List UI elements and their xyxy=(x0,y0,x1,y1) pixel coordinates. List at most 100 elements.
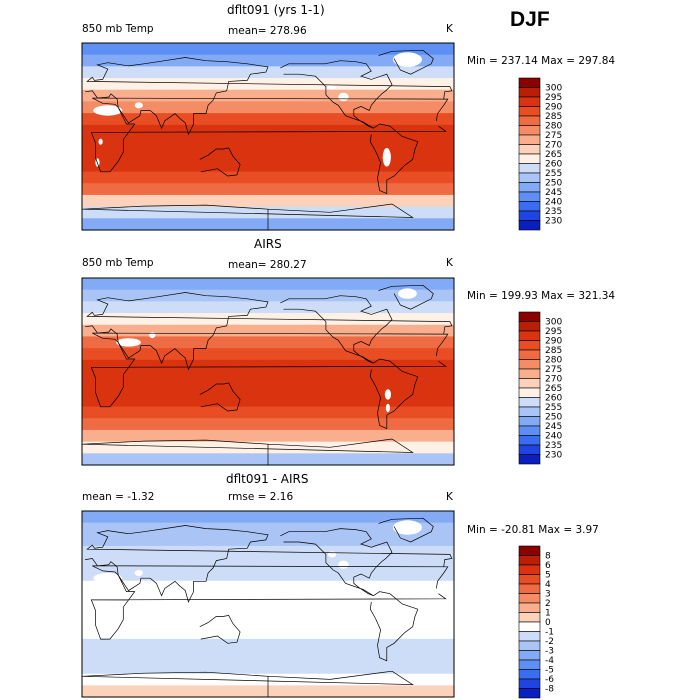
colorbar-swatch-2 xyxy=(518,564,541,575)
colorbar-tick-label: 230 xyxy=(545,217,562,227)
colorbar-tick-label: 245 xyxy=(545,188,562,198)
missing-data-region-2 xyxy=(134,102,143,109)
lat-band-10 xyxy=(82,627,454,640)
colorbar-swatch-7 xyxy=(518,612,541,623)
colorbar-tick-label: 300 xyxy=(545,318,562,328)
continent-outline-4 xyxy=(199,147,241,177)
continent-outline-0 xyxy=(280,60,393,129)
lat-band-8 xyxy=(82,604,454,617)
colorbar-tick-label: 290 xyxy=(545,337,562,347)
map-frame xyxy=(81,42,455,231)
lat-band-2 xyxy=(82,66,454,79)
colorbar-tick-label: 2 xyxy=(545,599,551,609)
colorbar-swatch-10 xyxy=(518,172,541,183)
missing-data-region-1 xyxy=(93,573,123,584)
missing-data-region-5 xyxy=(382,615,391,634)
colorbar-swatch-15 xyxy=(518,454,541,465)
continent-outline-1 xyxy=(369,591,419,662)
colorbar-tick-label: 250 xyxy=(545,413,562,423)
colorbar-swatch-7 xyxy=(518,378,541,389)
colorbar-swatch-15 xyxy=(518,688,541,699)
continent-outline-2 xyxy=(90,97,449,173)
lat-band-0 xyxy=(82,43,454,56)
colorbar-swatch-8 xyxy=(518,153,541,164)
map-frame xyxy=(81,510,455,698)
colorbar-tick-label: 240 xyxy=(545,198,562,208)
lat-band-1 xyxy=(82,522,454,535)
continent-outline-4 xyxy=(199,382,241,412)
lat-band-11 xyxy=(82,638,454,652)
colorbar-tick-label: 280 xyxy=(545,356,562,366)
colorbar-swatch-0 xyxy=(518,77,541,88)
missing-data-region-0 xyxy=(393,520,422,535)
lat-band-13 xyxy=(82,662,454,675)
colorbar-tick-label: 265 xyxy=(545,150,562,160)
continent-outline-0 xyxy=(280,295,393,364)
continent-outline-5 xyxy=(378,49,434,75)
panel-2-title: AIRS xyxy=(254,237,282,251)
colorbar-tick-label: 285 xyxy=(545,112,562,122)
panel-3-title: dflt091 - AIRS xyxy=(226,472,309,486)
continent-outline-5 xyxy=(378,517,434,543)
missing-data-region-5 xyxy=(382,148,391,167)
lat-band-10 xyxy=(82,394,454,408)
colorbar-tick-label: 295 xyxy=(545,327,562,337)
panel-1-mean-label: mean= 278.96 xyxy=(228,25,307,37)
continent-outline-3 xyxy=(85,292,453,371)
missing-data-region-4 xyxy=(328,551,337,558)
missing-data-region-0 xyxy=(398,288,417,299)
colorbar-tick-label: -8 xyxy=(545,685,554,695)
season-label: DJF xyxy=(510,8,550,31)
missing-data-region-6 xyxy=(98,606,103,613)
panel-2-map xyxy=(81,277,455,466)
panel-2-mean-label: mean= 280.27 xyxy=(228,259,307,271)
colorbar-swatch-15 xyxy=(518,220,541,231)
panel-1-title: dflt091 (yrs 1-1) xyxy=(227,3,325,17)
colorbar-swatch-4 xyxy=(518,349,541,360)
colorbar-swatch-14 xyxy=(518,678,541,689)
lat-band-10 xyxy=(82,159,454,173)
lat-band-11 xyxy=(82,171,454,184)
colorbar-tick-label: 285 xyxy=(545,346,562,356)
colorbar-tick-label: 1 xyxy=(545,609,551,619)
missing-data-region-8 xyxy=(395,611,400,618)
colorbar-swatch-13 xyxy=(518,669,541,680)
colorbar-swatch-1 xyxy=(518,555,541,566)
missing-data-region-0 xyxy=(393,52,422,67)
lat-band-9 xyxy=(82,615,454,628)
continent-outline-1 xyxy=(369,123,419,195)
colorbar-swatch-9 xyxy=(518,631,541,642)
lat-band-12 xyxy=(82,418,454,431)
colorbar-tick-label: -4 xyxy=(545,656,554,666)
panel-2-minmax: Min = 199.93 Max = 321.34 xyxy=(467,290,616,302)
panel-3-minmax: Min = -20.81 Max = 3.97 xyxy=(467,524,599,536)
colorbar-swatch-5 xyxy=(518,359,541,370)
missing-data-region-4 xyxy=(328,83,337,90)
lat-band-2 xyxy=(82,301,454,314)
colorbar-swatch-0 xyxy=(518,545,541,556)
colorbar-tick-label: 4 xyxy=(545,580,551,590)
lat-band-9 xyxy=(82,383,454,396)
colorbar-swatch-7 xyxy=(518,144,541,155)
colorbar-swatch-0 xyxy=(518,311,541,322)
colorbar-swatch-5 xyxy=(518,593,541,604)
lat-band-12 xyxy=(82,183,454,196)
colorbar-tick-label: -3 xyxy=(545,647,554,657)
lat-band-0 xyxy=(82,278,454,291)
colorbar-tick-label: 6 xyxy=(545,561,551,571)
lat-band-7 xyxy=(82,592,454,605)
continent-outline-4 xyxy=(199,615,241,644)
colorbar-tick-label: 260 xyxy=(545,160,562,170)
colorbar-swatch-12 xyxy=(518,425,541,436)
colorbar-tick-label: -1 xyxy=(545,628,554,638)
lat-band-5 xyxy=(82,569,454,582)
colorbar-tick-label: 5 xyxy=(545,571,551,581)
colorbar-tick-label: 290 xyxy=(545,103,562,113)
missing-data-region-1 xyxy=(116,338,141,347)
lat-band-11 xyxy=(82,406,454,419)
panel-3-mean-label: mean = -1.32 xyxy=(82,491,155,503)
colorbar-tick-label: 260 xyxy=(545,394,562,404)
panel-3-rmse-label: rmse = 2.16 xyxy=(228,491,294,503)
colorbar-tick-label: 300 xyxy=(545,84,562,94)
panel-1-unit-label: K xyxy=(446,23,453,35)
